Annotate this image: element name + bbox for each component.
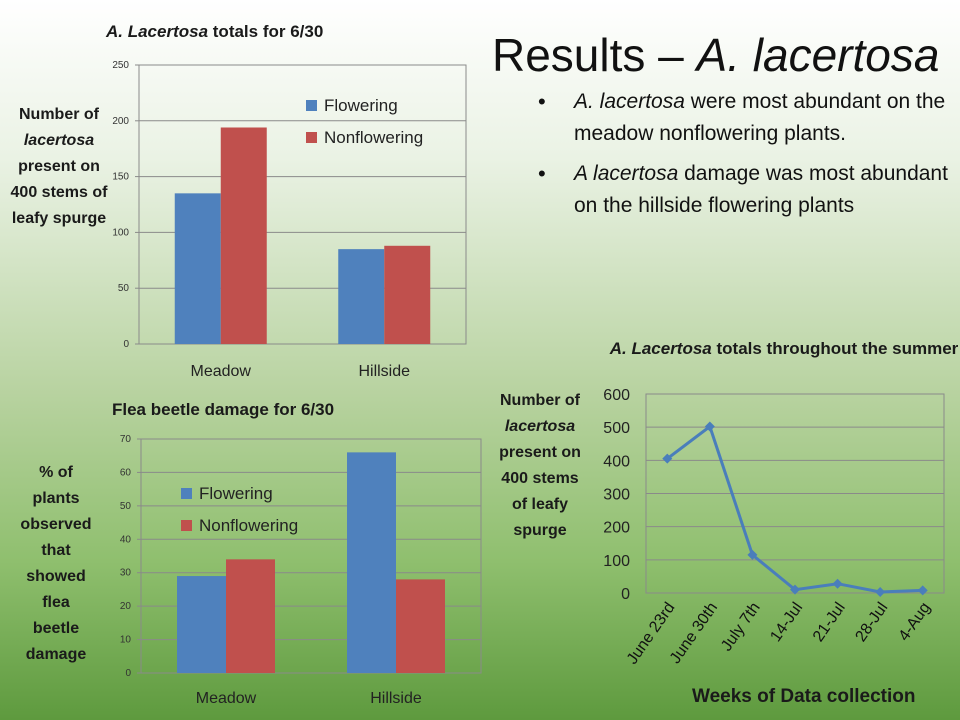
chart2-legend-swatch: [181, 488, 192, 499]
chart2-y-tick-label: 0: [125, 668, 131, 679]
chart2-title: Flea beetle damage for 6/30: [112, 400, 335, 419]
chart1-y-tick-label: 100: [112, 227, 129, 238]
chart3-x-tick-label: 4-Aug: [896, 600, 934, 645]
bullet-1-text: were most abundant on the meadow nonflow…: [574, 90, 946, 145]
chart1-legend-swatch: [306, 132, 317, 143]
chart2-y-tick-label: 50: [120, 501, 132, 512]
chart1-x-category-label: Hillside: [358, 363, 410, 380]
chart1-legend-swatch: [306, 100, 317, 111]
chart3-point-marker: [917, 585, 928, 596]
chart3-x-tick-label: 14-Jul: [767, 600, 806, 645]
chart1-x-category-label: Meadow: [191, 363, 252, 380]
bullet-1-species: A. lacertosa: [574, 90, 685, 113]
chart3-y-tick-label: 600: [603, 387, 630, 404]
chart3-y-axis-label: Number of lacertosa present on 400 stems o…: [494, 388, 586, 544]
bullet-item-2: A lacertosa damage was most abundant on …: [538, 158, 948, 222]
chart1-bar-nonflowering: [220, 127, 267, 344]
chart1-title-species: A. Lacertosa: [106, 22, 209, 41]
chart2-legend-label: Nonflowering: [199, 516, 298, 535]
bullet-item-1: A. lacertosa were most abundant on the m…: [538, 86, 948, 150]
chart2-legend-swatch: [181, 520, 192, 531]
chart3-x-tick-label: July 7th: [718, 600, 764, 655]
chart3-y-tick-label: 300: [603, 487, 630, 504]
chart3-series-line: [666, 424, 923, 594]
chart3-point-marker: [747, 549, 758, 560]
chart3-x-axis-label: Weeks of Data collection: [692, 686, 916, 707]
chart1-title: A. Lacertosa totals for 6/30: [106, 22, 323, 42]
chart2-y-tick-label: 70: [120, 434, 132, 445]
chart1-ylabel-species: lacertosa: [23, 132, 95, 149]
results-bullet-list: A. lacertosa were most abundant on the m…: [538, 86, 948, 230]
chart2-bar-nonflowering: [226, 559, 275, 673]
chart1-y-tick-label: 50: [118, 283, 130, 294]
chart1-y-tick-label: 0: [123, 339, 129, 350]
chart3-ylabel-species: lacertosa: [504, 418, 576, 435]
chart1-bar-flowering: [338, 249, 385, 344]
chart3-x-tick-label: 28-Jul: [852, 600, 891, 645]
slide-title: Results – A. lacertosa: [492, 28, 939, 82]
chart1-y-tick-label: 150: [112, 172, 129, 183]
bullet-2-text: damage was most abundant on the hillside…: [574, 162, 948, 217]
chart2-y-axis-label: % of plants observed that showed flea be…: [20, 464, 92, 663]
chart2-x-category-label: Hillside: [370, 690, 422, 707]
chart3-point-marker: [790, 584, 800, 595]
chart3-point-marker: [832, 578, 843, 589]
chart3-y-tick-label: 0: [621, 586, 630, 603]
chart1-ylabel-part3: present on 400 stems of leafy spurge: [10, 158, 108, 227]
chart1-y-tick-label: 200: [112, 116, 129, 127]
chart3-title-species: A. Lacertosa: [609, 339, 712, 358]
chart1-ylabel-part1: Number of: [19, 106, 99, 123]
chart3-y-tick-label: 400: [603, 453, 630, 470]
chart3-point-marker: [875, 587, 886, 598]
chart3-title: A. Lacertosa totals throughout the summe…: [604, 336, 960, 362]
chart3-y-tick-label: 500: [603, 420, 630, 437]
slide-title-species: A. lacertosa: [696, 29, 940, 81]
chart2-bar-flowering: [347, 452, 396, 673]
chart3-point-marker: [704, 421, 715, 432]
chart1-y-tick-label: 250: [112, 60, 129, 71]
chart1-y-axis-label: Number of lacertosa present on 400 stems o…: [8, 102, 110, 232]
chart2-y-tick-label: 10: [120, 635, 132, 646]
chart3-point-marker: [662, 453, 673, 464]
chart2-y-tick-label: 30: [120, 568, 132, 579]
chart3-y-tick-label: 100: [603, 553, 630, 570]
chart1-legend-label: Flowering: [324, 96, 398, 115]
chart3-ylabel-part3: present on 400 stems of leafy spurge: [499, 444, 581, 539]
chart2-legend-label: Flowering: [199, 484, 273, 503]
chart1-bar-flowering: [174, 193, 221, 344]
chart1-bar-nonflowering: [384, 245, 431, 344]
chart3-ylabel-part1: Number of: [500, 392, 580, 409]
chart2-bar-nonflowering: [396, 579, 445, 673]
chart2-y-tick-label: 40: [120, 534, 132, 545]
chart1-legend-label: Nonflowering: [324, 128, 423, 147]
slide-title-prefix: Results –: [492, 29, 697, 81]
bullet-2-species: A lacertosa: [574, 162, 679, 185]
chart2-x-category-label: Meadow: [196, 690, 257, 707]
chart3-x-tick-label: 21-Jul: [810, 600, 849, 645]
chart2-y-tick-label: 20: [120, 601, 132, 612]
chart2-y-tick-label: 60: [120, 467, 132, 478]
chart1-title-rest: totals for 6/30: [208, 22, 324, 41]
chart3-y-tick-label: 200: [603, 520, 630, 537]
chart2-bar-flowering: [177, 576, 226, 673]
chart3-title-rest: totals throughout the summer: [711, 339, 959, 358]
